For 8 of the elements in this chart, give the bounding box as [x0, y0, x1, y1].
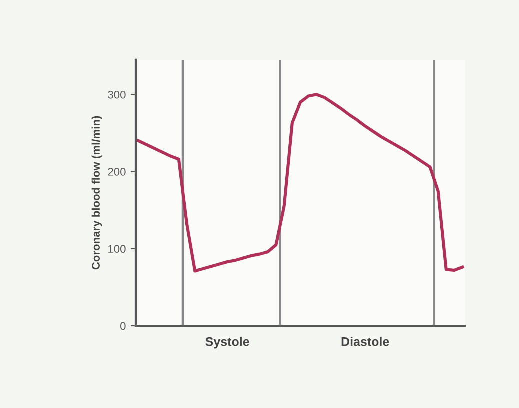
x-tick-label: Systole — [206, 337, 250, 349]
y-tick-label: 300 — [108, 90, 126, 99]
y-tick-label: 0 — [120, 322, 126, 330]
y-tick-label: 100 — [108, 245, 126, 254]
y-axis-title: Coronary blood flow (ml/min) — [92, 116, 102, 270]
y-tick-label: 200 — [108, 168, 126, 176]
x-tick-label: Diastole — [342, 337, 390, 346]
line-series — [136, 93, 464, 273]
